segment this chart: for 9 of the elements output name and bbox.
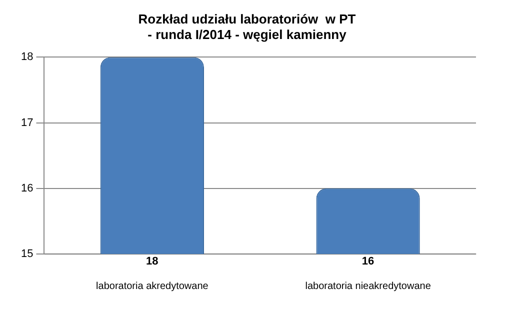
- x-tick-label: laboratoria nieakredytowane: [305, 280, 432, 292]
- data-label: 18: [146, 256, 158, 268]
- y-tick-label: 17: [20, 116, 34, 129]
- y-tick-label: 18: [20, 51, 34, 64]
- y-tick-label: 15: [20, 248, 34, 260]
- x-tick-label: laboratoria akredytowane: [96, 280, 209, 292]
- chart-title: Rozkład udziału laboratoriów w PT - runda I/2014 - węgiel kamienny: [138, 11, 356, 42]
- y-tick-label: 16: [20, 182, 34, 194]
- data-label: 16: [362, 256, 374, 268]
